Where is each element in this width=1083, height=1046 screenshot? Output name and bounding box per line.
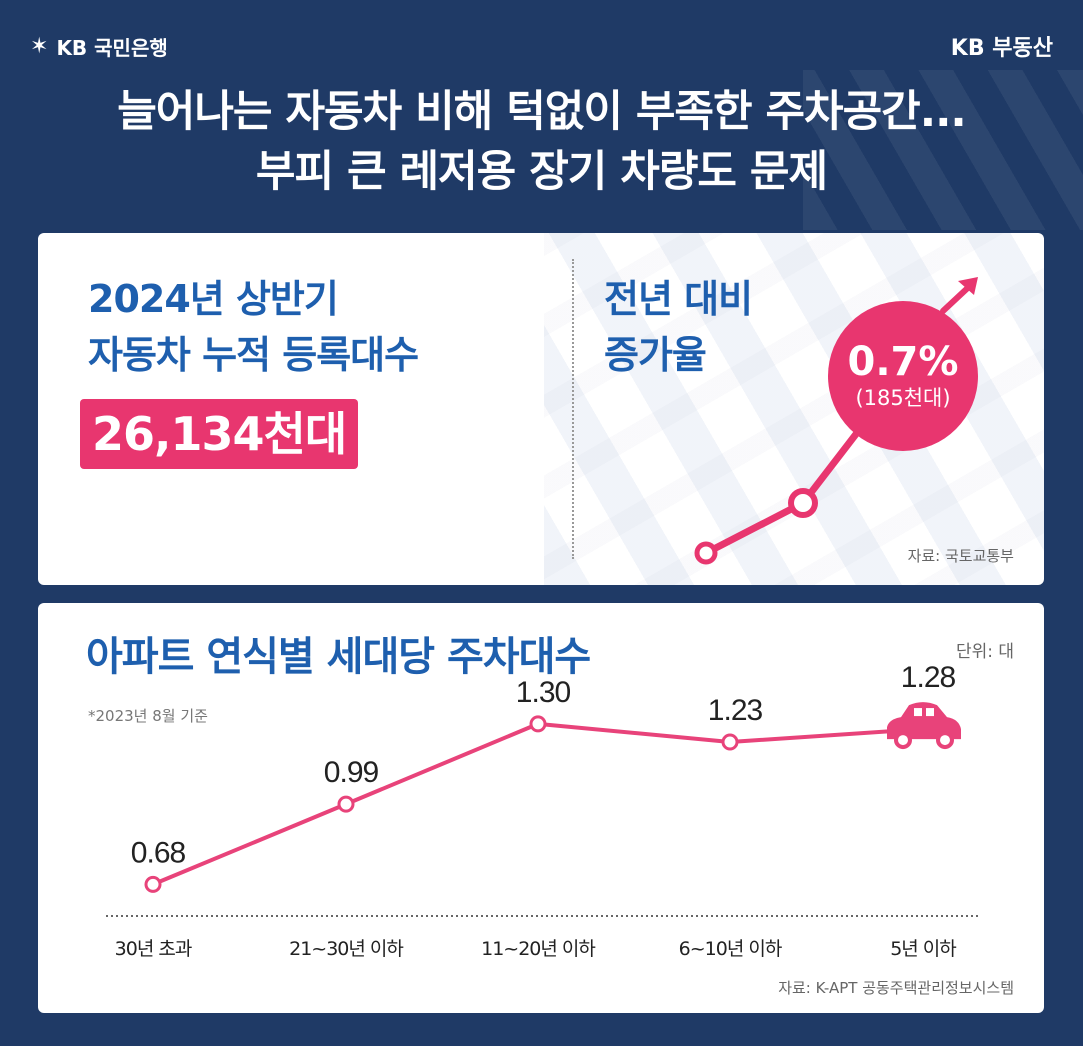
chart-title: 아파트 연식별 세대당 주차대수 (86, 634, 591, 680)
value-label: 1.23 (708, 694, 763, 727)
kb-realestate-logo: KB 부동산 (950, 36, 1053, 61)
headline-line-2: 부피 큰 레저용 장기 차량도 문제 (255, 147, 828, 197)
growth-title-line-1: 전년 대비 (604, 277, 753, 321)
registration-title: 2024년 상반기 자동차 누적 등록대수 (88, 271, 419, 383)
registration-title-line-2: 자동차 누적 등록대수 (88, 333, 419, 377)
data-point (721, 733, 739, 751)
kb-bank-logo: ✶ KB 국민은행 (30, 32, 168, 61)
car-icon (887, 702, 961, 750)
data-point (144, 875, 162, 893)
growth-arrow-head-icon (958, 277, 978, 295)
headline: 늘어나는 자동차 비해 턱없이 부족한 주차공간... 부피 큰 레저용 장기 … (0, 82, 1083, 202)
card-divider (572, 259, 574, 559)
chart-note: *2023년 8월 기준 (88, 707, 208, 725)
headline-line-1: 늘어나는 자동차 비해 턱없이 부족한 주차공간... (117, 87, 967, 137)
series-line (152, 721, 924, 887)
category-label: 21~30년 이하 (289, 938, 403, 960)
growth-point-mid (788, 488, 818, 518)
value-label: 0.99 (324, 756, 379, 789)
growth-amount: (185천대) (855, 386, 951, 410)
category-label: 6~10년 이하 (679, 938, 782, 960)
brand-left-text: KB 국민은행 (56, 36, 168, 60)
category-label: 30년 초과 (115, 938, 192, 960)
registration-value: 26,134천대 (80, 399, 359, 469)
parking-chart-card: 아파트 연식별 세대당 주차대수 단위: 대 *2023년 8월 기준 0.68… (38, 603, 1044, 1013)
growth-source: 자료: 국토교통부 (907, 547, 1014, 565)
growth-rate-badge: 0.7% (185천대) (828, 301, 978, 451)
parking-line-chart: 0.68 30년 초과 0.99 21~30년 이하 1.30 11~20년 이하 1.23… (106, 661, 978, 960)
growth-rate: 0.7% (847, 339, 959, 385)
value-label: 0.68 (131, 836, 186, 869)
category-label: 11~20년 이하 (481, 938, 595, 960)
registration-card: 2024년 상반기 자동차 누적 등록대수 26,134천대 전년 대비 증가율… (38, 233, 1044, 585)
registration-title-line-1: 2024년 상반기 (88, 277, 339, 321)
category-label: 5년 이하 (890, 938, 956, 960)
data-point (529, 715, 547, 733)
kb-star-icon: ✶ (30, 34, 49, 59)
value-label: 1.30 (516, 676, 571, 709)
value-label: 1.28 (901, 661, 956, 694)
growth-title: 전년 대비 증가율 (604, 271, 753, 383)
data-point (337, 795, 355, 813)
chart-source: 자료: K-APT 공동주택관리정보시스템 (778, 979, 1014, 997)
growth-title-line-2: 증가율 (604, 333, 707, 377)
parking-lot-decoration (803, 70, 1083, 230)
growth-point-start (694, 541, 718, 565)
chart-unit: 단위: 대 (955, 642, 1014, 662)
